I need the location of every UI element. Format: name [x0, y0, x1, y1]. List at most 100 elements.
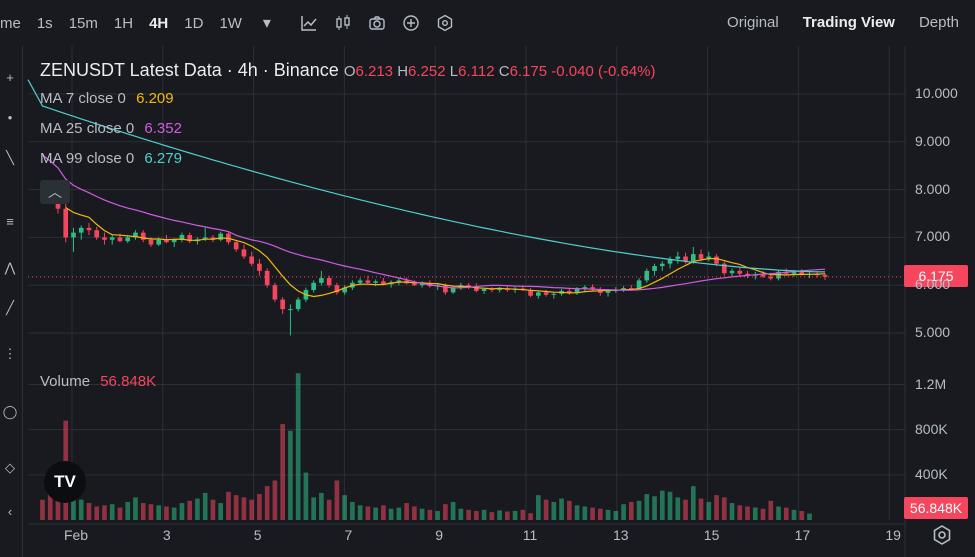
add-icon[interactable]: [400, 12, 422, 34]
volume-bar: [342, 495, 347, 520]
chevron-down-icon[interactable]: ▾: [262, 15, 271, 32]
volume-bar: [109, 504, 115, 520]
volume-bar: [698, 498, 704, 520]
text-tool-icon[interactable]: ⋮: [3, 346, 17, 361]
candle-body: [280, 299, 285, 310]
candle-body: [218, 233, 224, 240]
interval-15m[interactable]: 15m: [68, 14, 98, 32]
volume-bar: [644, 494, 650, 520]
candle-body: [489, 289, 495, 291]
candle-body: [326, 278, 332, 286]
volume-bar: [388, 508, 394, 520]
candle-body: [357, 280, 363, 283]
candle-body: [683, 256, 688, 262]
ma25-line: [42, 154, 826, 291]
candle-body: [721, 263, 727, 274]
candle-body: [644, 270, 650, 281]
price-tick-label: 6.000: [915, 276, 951, 293]
candle-body: [737, 270, 743, 274]
volume-bar: [334, 480, 340, 520]
tradingview-logo[interactable]: TV: [44, 461, 86, 503]
volume-value: 56.848K: [100, 373, 157, 390]
candle-style-icon[interactable]: [332, 12, 354, 34]
volume-bar: [714, 495, 719, 520]
volume-bar: [706, 501, 712, 520]
volume-bar: [443, 504, 448, 520]
volume-bar: [86, 503, 92, 520]
line-tool-icon[interactable]: ╲: [6, 150, 14, 165]
last-price-tag: 6.175: [904, 265, 968, 287]
indicator-icon[interactable]: [298, 12, 320, 34]
brush-tool-icon[interactable]: ╱: [6, 300, 14, 315]
volume-bar: [233, 495, 239, 520]
tab-depth[interactable]: Depth: [918, 14, 959, 31]
tab-original[interactable]: Original: [727, 14, 779, 31]
interval-1h[interactable]: 1H: [113, 14, 134, 32]
measure-tool-icon[interactable]: ◯: [2, 404, 18, 419]
candle-body: [117, 237, 123, 242]
volume-bar: [202, 492, 208, 520]
candle-body: [156, 239, 162, 245]
candle-body: [171, 239, 177, 243]
pattern-tool-icon[interactable]: ⋀: [4, 260, 16, 275]
dot-icon[interactable]: •: [7, 110, 13, 125]
volume-bar: [140, 503, 146, 520]
gear-icon[interactable]: [930, 524, 954, 548]
volume-bar: [574, 505, 580, 520]
ma25-value: 6.352: [144, 120, 182, 137]
fib-tool-icon[interactable]: ≡: [6, 214, 14, 229]
volume-bar: [450, 501, 456, 520]
ma99-legend[interactable]: MA 99 close 0 6.279: [40, 150, 182, 167]
volume-bar: [474, 510, 479, 520]
interval-1w[interactable]: 1W: [219, 14, 242, 32]
interval-4h[interactable]: 4H: [149, 14, 169, 32]
candle-body: [729, 270, 735, 274]
volume-bar: [280, 424, 285, 520]
volume-bar: [40, 499, 45, 520]
time-label[interactable]: me: [0, 14, 21, 32]
candle-body: [659, 263, 665, 267]
ma99-label: MA 99 close 0: [40, 150, 135, 167]
volume-bar: [497, 510, 502, 520]
ma25-legend[interactable]: MA 25 close 0 6.352: [40, 120, 182, 137]
ma99-value: 6.279: [144, 150, 182, 167]
ma7-value: 6.209: [136, 90, 174, 107]
volume-bar: [466, 509, 471, 520]
time-tick-label: 5: [253, 527, 262, 543]
chart-title: ZENUSDT Latest Data · 4h · Binance: [40, 60, 339, 80]
volume-bar: [396, 507, 402, 520]
candle-body: [628, 288, 634, 290]
volume-bar: [326, 499, 332, 520]
volume-bar: [427, 509, 433, 520]
volume-bar: [257, 494, 262, 520]
camera-icon[interactable]: [366, 12, 388, 34]
volume-bar: [505, 511, 510, 520]
collapse-arrow-icon[interactable]: ‹: [7, 504, 13, 519]
top-toolbar: me 1s 15m 1H 4H 1D 1W ▾ Original Trading…: [0, 0, 975, 46]
collapse-legend-button[interactable]: ︿: [40, 180, 70, 204]
candle-body: [109, 237, 115, 240]
close-value: 6.175: [509, 63, 548, 80]
volume-tick-label: 400K: [915, 465, 948, 482]
candle-body: [381, 281, 386, 285]
volume-bar: [249, 499, 255, 520]
ma7-line: [65, 206, 826, 298]
settings-hex-icon[interactable]: [434, 12, 456, 34]
volume-bar: [210, 499, 216, 520]
change-value: -0.040 (-0.64%): [551, 63, 656, 80]
volume-bar: [435, 510, 440, 520]
candle-body: [257, 263, 262, 271]
candle-body: [714, 256, 719, 264]
zoom-tool-icon[interactable]: ◇: [5, 460, 15, 475]
ma7-legend[interactable]: MA 7 close 0 6.209: [40, 90, 174, 107]
candle-body: [412, 283, 417, 286]
candle-body: [822, 275, 828, 277]
open-label: O: [343, 63, 356, 80]
volume-bar: [71, 486, 76, 520]
interval-1d[interactable]: 1D: [184, 14, 204, 32]
tab-trading-view[interactable]: Trading View: [802, 14, 895, 31]
close-label: C: [498, 63, 510, 80]
volume-bar: [590, 507, 595, 520]
interval-1s[interactable]: 1s: [36, 14, 53, 32]
crosshair-icon[interactable]: +: [6, 70, 14, 85]
